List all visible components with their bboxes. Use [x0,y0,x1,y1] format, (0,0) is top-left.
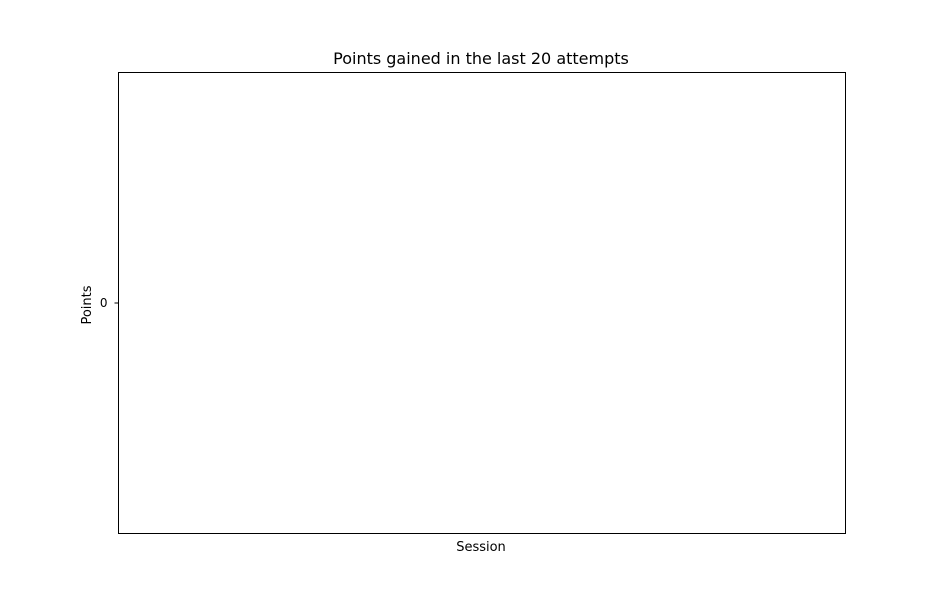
y-tick-label: 0 [100,296,108,310]
chart-title: Points gained in the last 20 attempts [333,49,629,68]
y-axis-label: Points [80,285,95,324]
y-axis-ticks: 0 [100,296,119,310]
x-axis-label: Session [456,540,506,555]
